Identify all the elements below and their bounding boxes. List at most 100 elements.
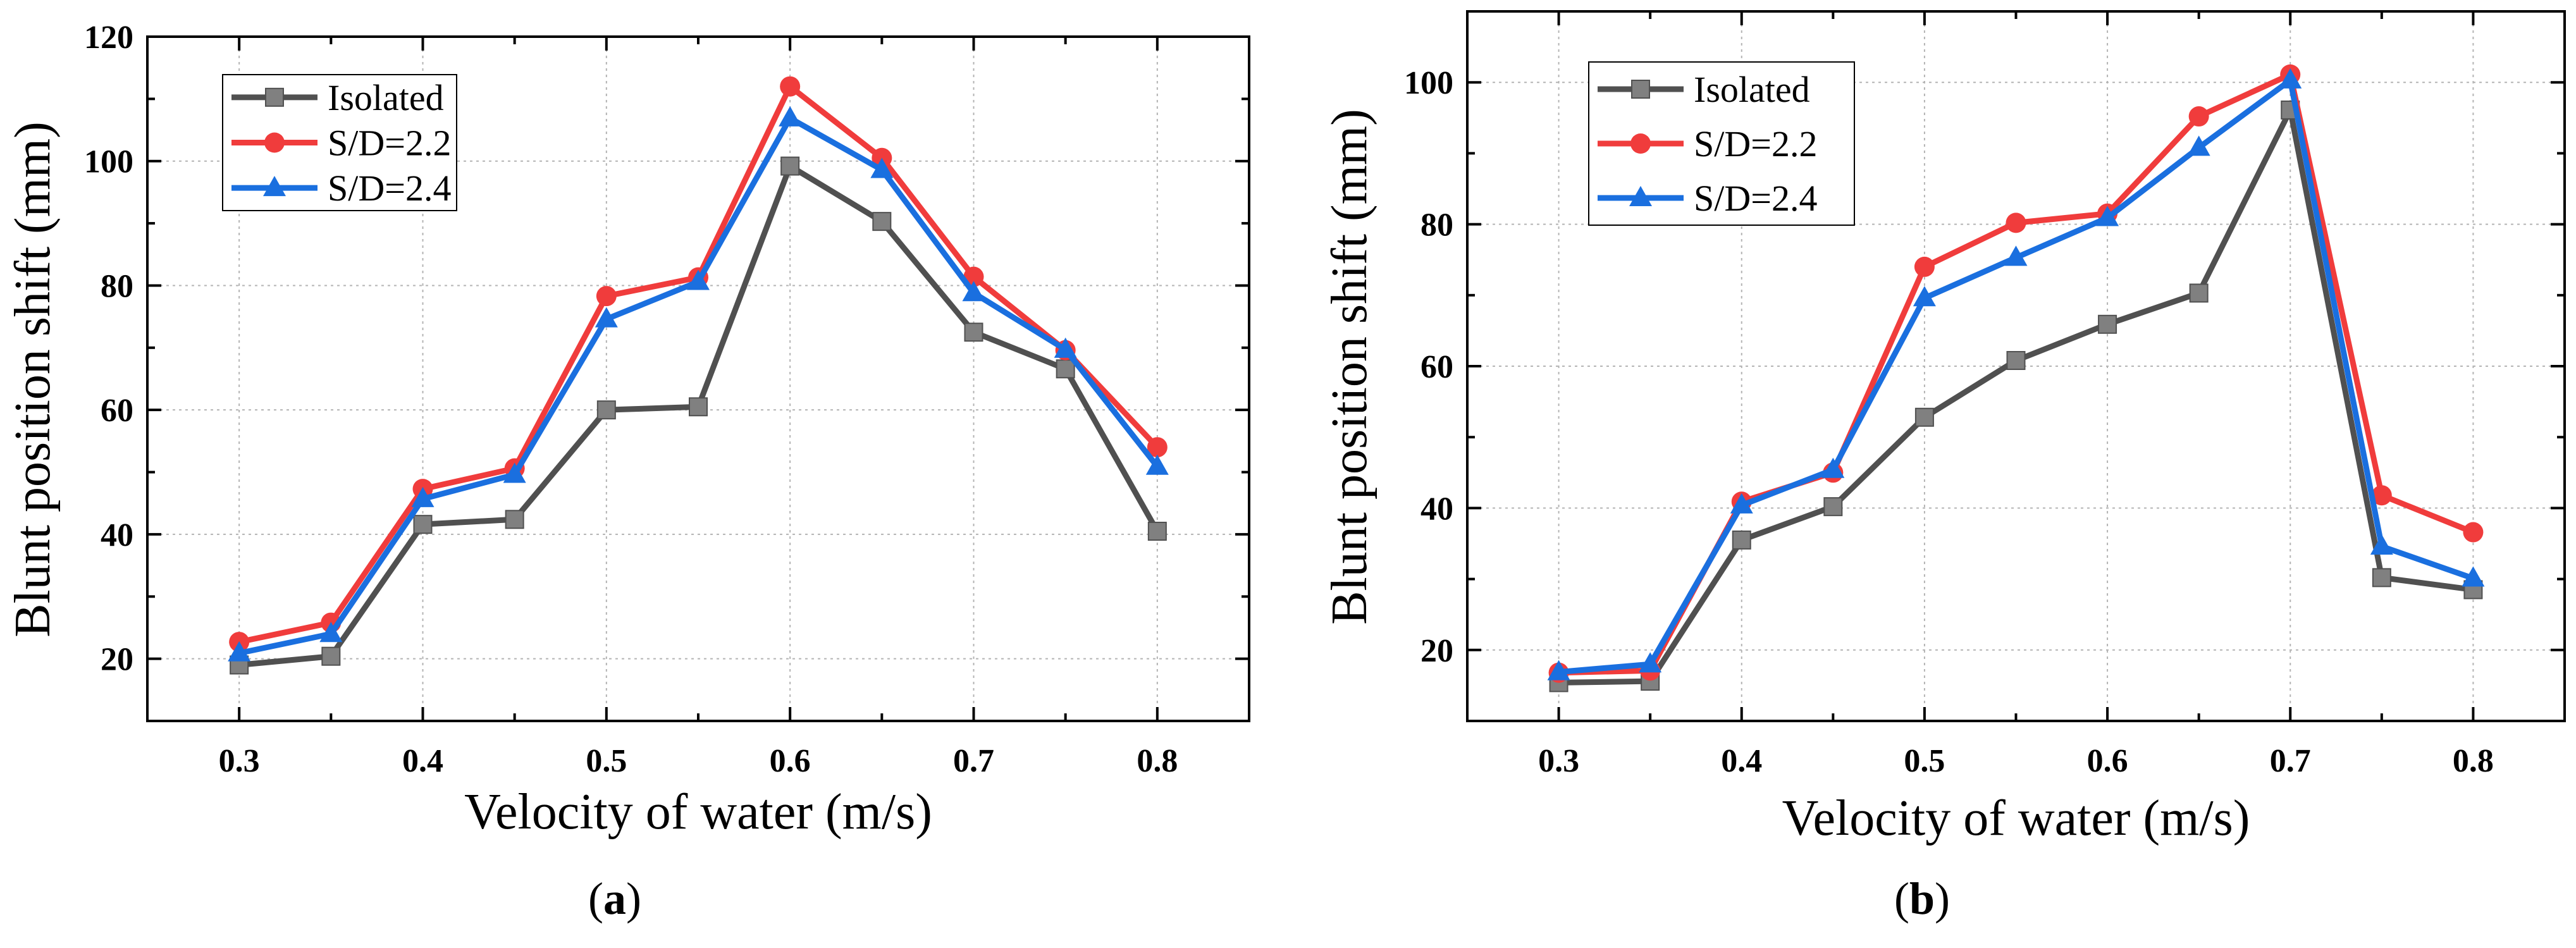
y-tick-label: 100: [1404, 65, 1453, 101]
data-point: [503, 462, 526, 483]
data-point: [1145, 454, 1169, 475]
data-point: [1056, 359, 1075, 379]
x-tick-label: 0.7: [2270, 743, 2311, 779]
x-tick-label: 0.7: [953, 743, 994, 779]
legend: Isolated S/D=2.2S/D=2.4: [222, 74, 457, 211]
x-tick-label: 0.8: [2453, 743, 2494, 779]
legend-marker: [1631, 80, 1650, 99]
legend-marker: [1630, 133, 1651, 154]
panel-b-caption: (b): [1894, 873, 1950, 924]
y-tick-label: 80: [101, 268, 133, 304]
y-tick-label: 60: [101, 393, 133, 429]
data-point: [779, 106, 802, 126]
data-point: [687, 269, 710, 290]
data-point: [1821, 457, 1845, 478]
data-point: [2004, 245, 2028, 266]
data-point: [596, 400, 616, 420]
data-point: [2463, 522, 2484, 543]
x-axis-label: Velocity of water (m/s): [1782, 791, 2250, 846]
panel-b-label: b: [1909, 873, 1935, 924]
data-point: [596, 286, 617, 307]
data-point: [2372, 568, 2391, 588]
data-point: [321, 646, 341, 666]
series-s-d-2-4: [1547, 68, 2485, 680]
legend-marker: [263, 176, 286, 197]
y-tick-label: 100: [84, 144, 133, 180]
data-point: [1054, 337, 1077, 358]
y-tick-label: 20: [1420, 633, 1453, 669]
data-point: [1147, 521, 1167, 541]
panel-a-label: a: [603, 873, 626, 924]
data-point: [962, 281, 985, 302]
data-point: [689, 397, 708, 417]
data-point: [2371, 485, 2392, 506]
data-point: [1914, 407, 1934, 427]
x-tick-label: 0.4: [1721, 743, 1762, 779]
legend: Isolated S/D=2.2 S/D=2.4: [1588, 61, 1855, 226]
series-isolated: [230, 156, 1167, 675]
data-point: [964, 323, 983, 342]
data-point: [1914, 256, 1935, 277]
data-point: [2189, 283, 2209, 303]
legend-label: S/D=2.2: [328, 123, 451, 164]
data-point: [780, 76, 801, 97]
data-point: [1639, 652, 1662, 673]
ticks: [1466, 10, 2566, 722]
data-point: [1823, 497, 1843, 517]
y-tick-label: 60: [1420, 349, 1453, 385]
data-point: [870, 157, 894, 178]
data-point: [319, 622, 343, 643]
data-point: [1913, 286, 1936, 307]
data-point: [2187, 135, 2210, 156]
y-axis-label: Blunt position shift (mm): [5, 121, 61, 637]
data-point: [1732, 530, 1751, 550]
y-axis-label: Blunt position shift (mm): [1322, 109, 1377, 625]
data-point: [228, 641, 251, 662]
data-point: [413, 515, 433, 534]
data-point: [411, 486, 434, 507]
y-tick-label: 120: [84, 20, 133, 56]
data-point: [780, 156, 800, 176]
panel-a-caption: (a): [588, 873, 641, 924]
legend-label: S/D=2.4: [328, 168, 451, 209]
chart-panel-b: 0.3 0.4 0.5 0.6 0.7 0.8 20 40 60 80 100 Velocity of…: [1322, 10, 2566, 846]
ticks: [146, 35, 1250, 722]
x-tick-label: 0.3: [1538, 743, 1579, 779]
x-tick-label: 0.4: [402, 743, 443, 779]
data-point: [1147, 437, 1168, 458]
y-tick-label: 40: [101, 517, 133, 553]
data-point: [2006, 212, 2026, 233]
x-tick-label: 0.5: [586, 743, 627, 779]
data-point: [2188, 106, 2209, 127]
data-point: [505, 510, 524, 529]
chart-panel-a: 0.3 0.4 0.5 0.6 0.7 0.8 20 40 60 80 100 120 Velocity…: [5, 20, 1250, 840]
grid: [1467, 11, 2565, 721]
legend-label: Isolated: [1694, 69, 1810, 110]
x-tick-label: 0.8: [1137, 743, 1178, 779]
data-point: [2096, 206, 2119, 226]
data-point: [1730, 493, 1753, 514]
legend-marker: [264, 132, 285, 153]
y-tick-label: 20: [101, 642, 133, 678]
y-tick-label: 40: [1420, 491, 1453, 527]
data-point: [2098, 314, 2117, 334]
data-point: [1547, 660, 1570, 680]
legend-marker: [265, 87, 284, 107]
x-tick-label: 0.5: [1904, 743, 1945, 779]
legend-label: Isolated: [328, 77, 444, 118]
x-tick-label: 0.6: [2087, 743, 2128, 779]
data-point: [2006, 351, 2026, 371]
data-point: [2370, 534, 2393, 555]
legend-label: S/D=2.2: [1694, 123, 1817, 164]
series-s-d-2-4: [228, 106, 1169, 662]
legend-label: S/D=2.4: [1694, 178, 1817, 219]
legend-marker: [1629, 186, 1652, 206]
x-tick-label: 0.3: [219, 743, 260, 779]
x-axis-label: Velocity of water (m/s): [464, 784, 932, 840]
data-point: [872, 212, 892, 231]
data-point: [595, 307, 618, 328]
data-point: [2462, 566, 2485, 587]
x-tick-label: 0.6: [770, 743, 811, 779]
data-point: [2279, 68, 2302, 89]
